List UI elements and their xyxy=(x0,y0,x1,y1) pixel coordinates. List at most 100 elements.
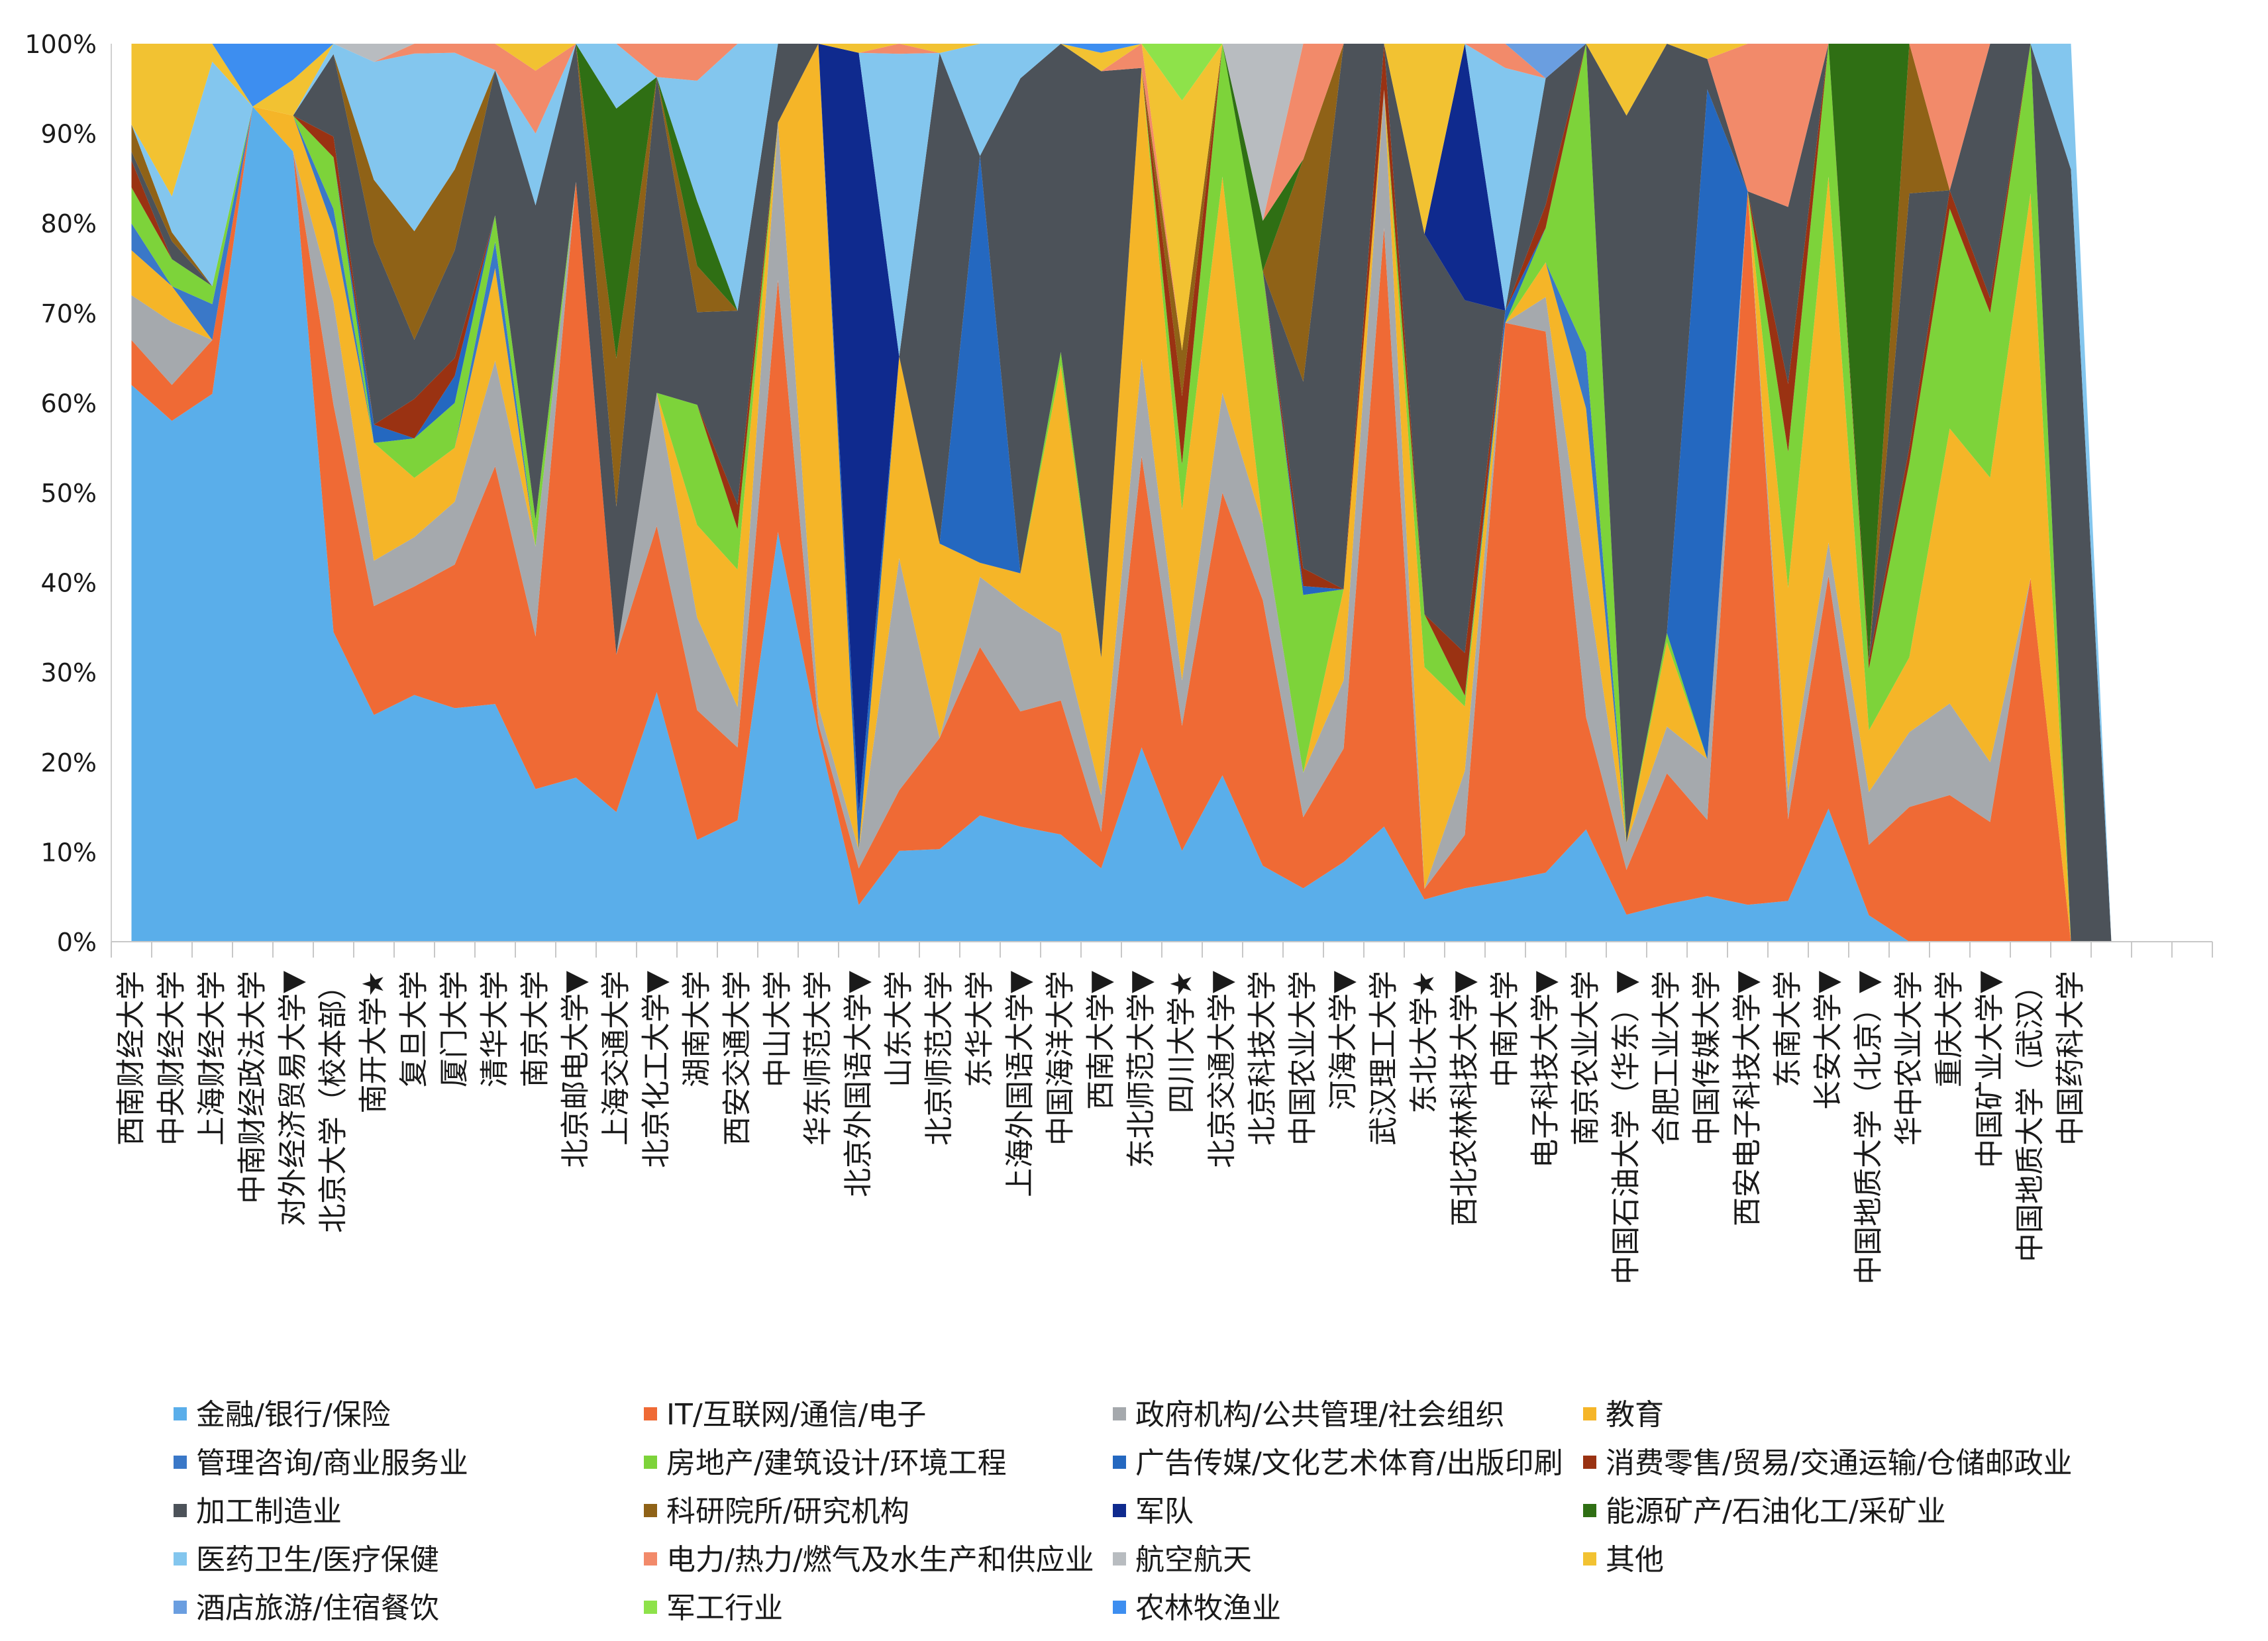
x-category-label: 北京化工大学▼ xyxy=(640,971,674,1168)
area-series-9 xyxy=(131,44,2112,942)
x-category-label: 复旦大学 xyxy=(397,971,431,1087)
legend-label: 政府机构/公共管理/社会组织 xyxy=(1135,1398,1505,1432)
legend-swatch xyxy=(1113,1456,1126,1469)
y-tick-label: 90% xyxy=(41,120,97,149)
y-tick-label: 100% xyxy=(25,30,97,59)
legend-swatch xyxy=(1583,1407,1596,1420)
legend-swatch xyxy=(644,1456,657,1469)
x-category-label: 中国石油大学（华东）▼ xyxy=(1610,971,1643,1285)
x-category-label: 湖南大学 xyxy=(680,971,714,1087)
x-category-label: 中国农业大学 xyxy=(1286,971,1320,1146)
x-category-label: 华中农业大学 xyxy=(1892,971,1926,1146)
legend-item: 广告传媒/文化艺术体育/出版印刷 xyxy=(1113,1446,1563,1480)
x-category-label: 重庆大学 xyxy=(1933,971,1967,1087)
x-category-label: 东华大学 xyxy=(963,971,997,1087)
area-series-3 xyxy=(131,44,2112,942)
legend-item: 房地产/建筑设计/环境工程 xyxy=(644,1446,1007,1480)
legend-swatch xyxy=(1583,1504,1596,1517)
x-category-label: 上海交通大学 xyxy=(599,971,633,1146)
x-category-label: 北京大学（校本部） xyxy=(317,971,350,1233)
legend-label: 教育 xyxy=(1606,1398,1664,1432)
y-tick-label: 70% xyxy=(41,299,97,328)
x-category-label: 中国地质大学（武汉） xyxy=(2014,971,2047,1262)
y-tick-label: 20% xyxy=(41,748,97,777)
y-tick-label: 50% xyxy=(41,479,97,508)
legend-label: 军队 xyxy=(1135,1495,1194,1528)
legend-label: IT/互联网/通信/电子 xyxy=(666,1398,926,1432)
legend-label: 消费零售/贸易/交通运输/仓储邮政业 xyxy=(1606,1446,2072,1480)
legend-label: 酒店旅游/住宿餐饮 xyxy=(196,1591,439,1625)
legend-item: 科研院所/研究机构 xyxy=(644,1495,909,1528)
x-category-label: 对外经济贸易大学▼ xyxy=(276,971,310,1226)
legend-item: IT/互联网/通信/电子 xyxy=(644,1398,926,1432)
x-category-label: 电子科技大学▼ xyxy=(1529,971,1563,1168)
area-series-6 xyxy=(131,44,2112,942)
legend-item: 酒店旅游/住宿餐饮 xyxy=(174,1591,439,1625)
x-axis: 西南财经大学 中央财经大学 上海财经大学 中南财经政法大学 对外经济贸易大学▼ 北京大学（… xyxy=(111,941,2213,1285)
legend-label: 农林牧渔业 xyxy=(1135,1591,1281,1625)
legend-item: 金融/银行/保险 xyxy=(174,1398,391,1432)
legend-item: 能源矿产/石油化工/采矿业 xyxy=(1583,1495,1946,1528)
x-category-label: 北京师范大学 xyxy=(923,971,956,1146)
legend-item: 加工制造业 xyxy=(174,1495,342,1528)
legend-swatch xyxy=(644,1407,657,1420)
legend-item: 军队 xyxy=(1113,1495,1194,1528)
legend-swatch xyxy=(1583,1552,1596,1566)
legend-item: 教育 xyxy=(1583,1398,1664,1432)
legend: 金融/银行/保险 IT/互联网/通信/电子 政府机构/公共管理/社会组织 教育管理咨询… xyxy=(174,1398,2072,1625)
y-tick-label: 0% xyxy=(57,928,97,957)
legend-item: 消费零售/贸易/交通运输/仓储邮政业 xyxy=(1583,1446,2072,1480)
legend-swatch xyxy=(644,1504,657,1517)
legend-label: 广告传媒/文化艺术体育/出版印刷 xyxy=(1135,1446,1563,1480)
x-category-label: 北京科技大学 xyxy=(1246,971,1280,1146)
x-category-label: 中国传媒大学 xyxy=(1690,971,1724,1146)
x-category-label: 中国矿业大学▼ xyxy=(1973,971,2007,1168)
x-category-label: 山东大学 xyxy=(882,971,916,1087)
legend-label: 加工制造业 xyxy=(196,1495,342,1528)
legend-item: 管理咨询/商业服务业 xyxy=(174,1446,468,1480)
x-category-label: 西安电子科技大学▼ xyxy=(1731,971,1765,1226)
y-tick-label: 30% xyxy=(41,658,97,687)
legend-swatch xyxy=(644,1601,657,1614)
x-category-label: 长安大学▼ xyxy=(1812,971,1845,1110)
y-axis: 0% 10% 20% 30% 40% 50% 60% 70% 80% 90% 100% xyxy=(25,30,112,957)
x-category-label: 北京邮电大学▼ xyxy=(559,971,593,1168)
legend-item: 政府机构/公共管理/社会组织 xyxy=(1113,1398,1505,1432)
x-category-label: 中国药科大学 xyxy=(2054,971,2088,1146)
x-category-label: 合肥工业大学 xyxy=(1650,971,1684,1146)
area-series-11 xyxy=(131,44,2112,942)
x-category-label: 四川大学★ xyxy=(1165,971,1199,1113)
legend-label: 房地产/建筑设计/环境工程 xyxy=(666,1446,1007,1480)
legend-label: 电力/热力/燃气及水生产和供应业 xyxy=(666,1543,1094,1577)
x-category-label: 中山大学 xyxy=(761,971,795,1087)
legend-swatch xyxy=(174,1552,187,1566)
legend-label: 军工行业 xyxy=(666,1591,783,1625)
area-series-8 xyxy=(131,44,2112,942)
legend-swatch xyxy=(174,1504,187,1517)
legend-swatch xyxy=(1583,1456,1596,1469)
x-category-label: 中央财经大学 xyxy=(155,971,189,1146)
x-category-label: 上海外国语大学▼ xyxy=(1004,971,1037,1197)
x-category-label: 北京外国语大学▼ xyxy=(842,971,876,1197)
legend-item: 农林牧渔业 xyxy=(1113,1591,1281,1625)
y-tick-label: 10% xyxy=(41,838,97,867)
legend-swatch xyxy=(1113,1552,1126,1566)
x-category-label: 上海财经大学 xyxy=(195,971,229,1146)
x-category-label: 西安交通大学 xyxy=(721,971,754,1146)
x-category-label: 南京大学 xyxy=(519,971,552,1087)
y-tick-label: 80% xyxy=(41,209,97,238)
x-category-label: 西北农林科技大学▼ xyxy=(1448,971,1482,1226)
x-category-label: 中国地质大学（北京）▼ xyxy=(1852,971,1886,1285)
x-category-label: 北京交通大学▼ xyxy=(1206,971,1239,1168)
legend-swatch xyxy=(174,1456,187,1469)
area-series-2 xyxy=(131,89,2112,942)
legend-label: 金融/银行/保险 xyxy=(196,1398,391,1432)
legend-label: 航空航天 xyxy=(1135,1543,1252,1577)
legend-item: 军工行业 xyxy=(644,1591,783,1625)
x-category-label: 南京农业大学 xyxy=(1569,971,1603,1146)
y-tick-label: 40% xyxy=(41,569,97,598)
x-category-label: 清华大学 xyxy=(478,971,512,1087)
x-category-label: 东北师范大学▼ xyxy=(1125,971,1159,1168)
area-series-1 xyxy=(131,106,2112,942)
